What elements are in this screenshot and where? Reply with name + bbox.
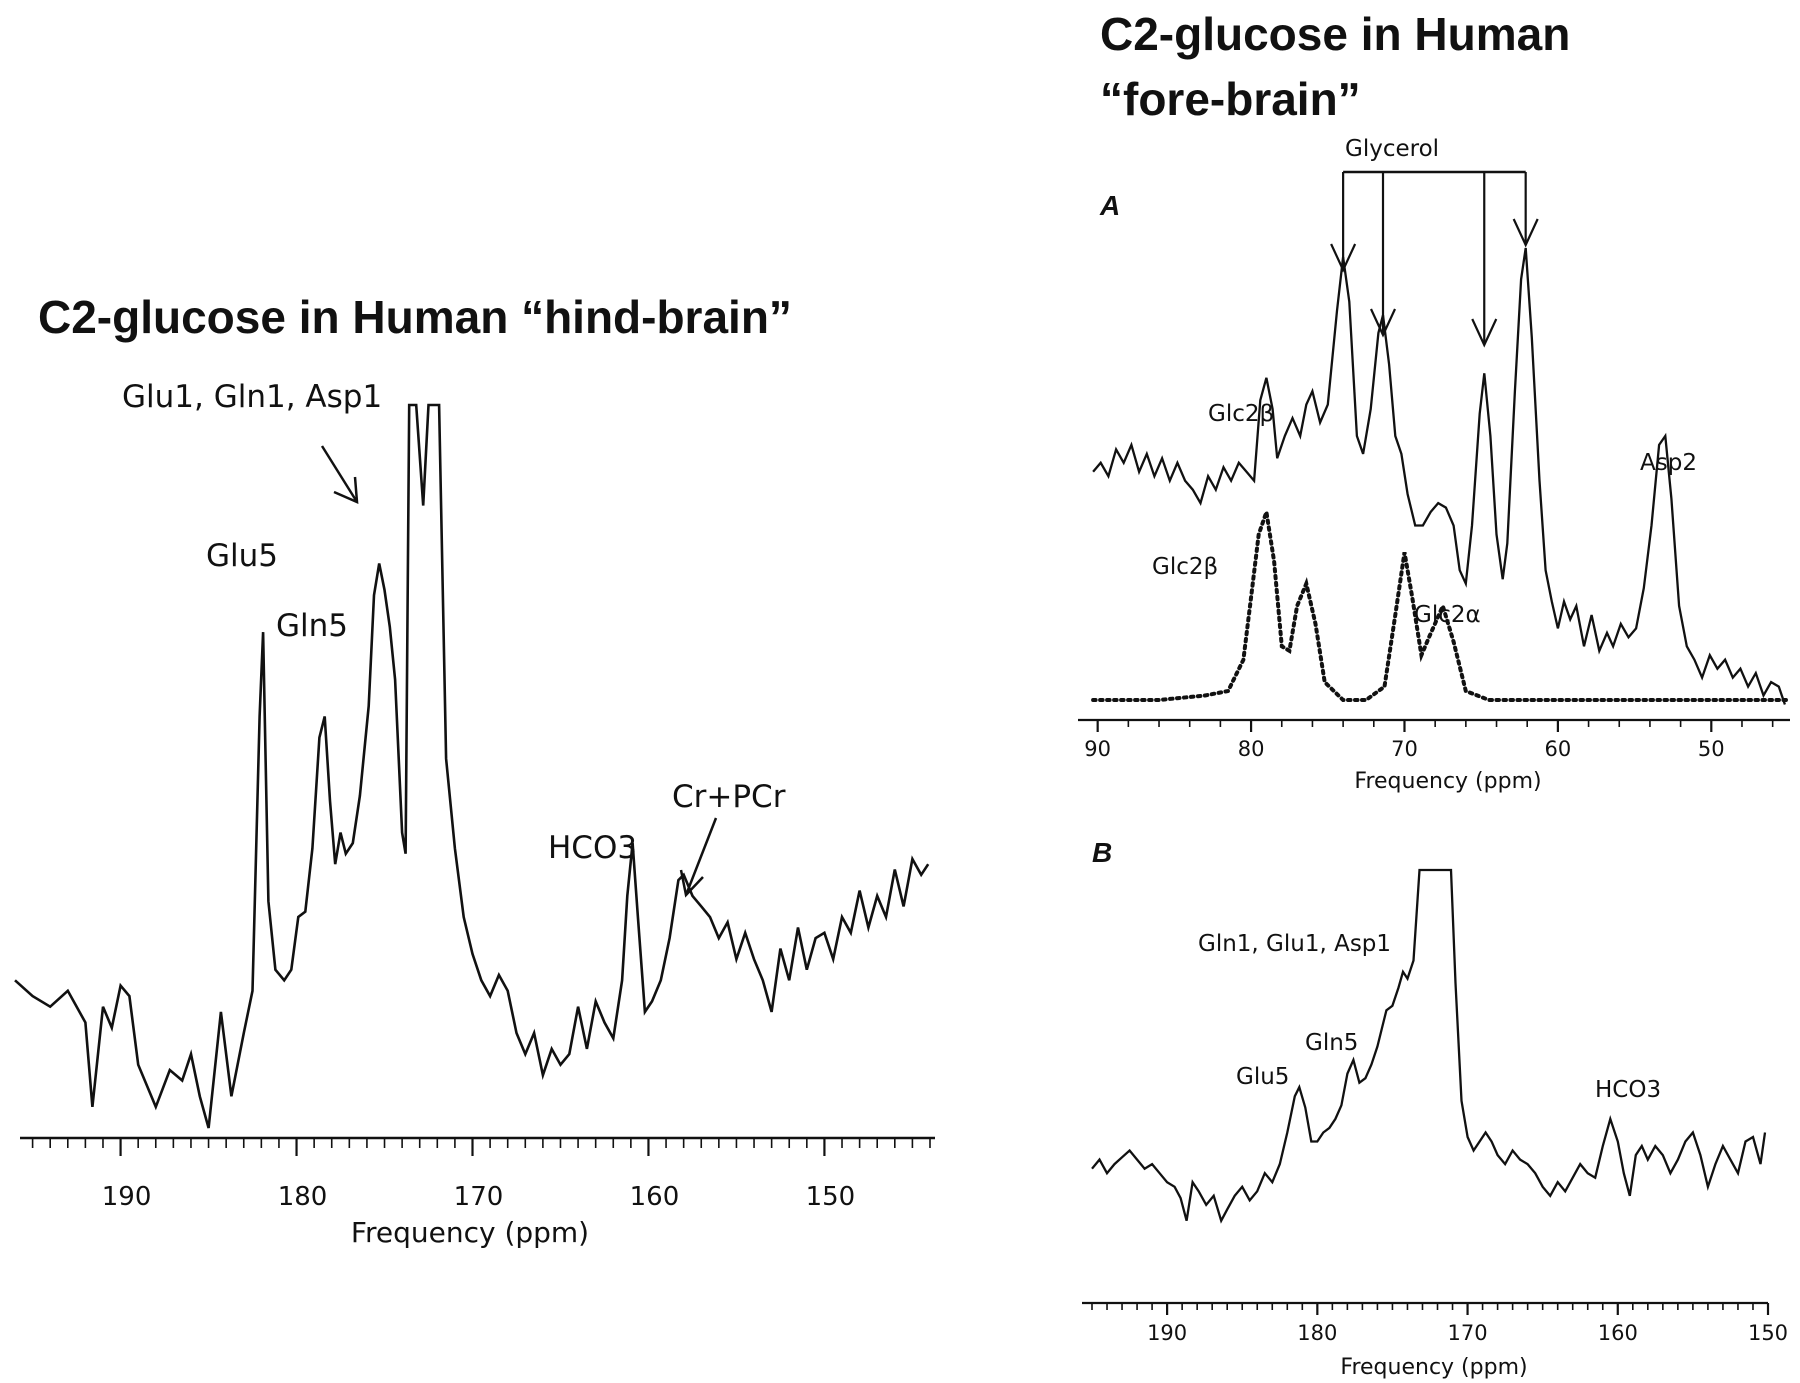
panel-label-a: A (1099, 190, 1120, 221)
fore-brain-title-line1-text: C2-glucose in Human (1100, 8, 1570, 60)
arrow-cr-pcr (679, 817, 718, 898)
glycerol-arrow-head (1512, 218, 1539, 248)
hind-brain-chart: C2-glucose in Human “hind-brain” 190 180 1… (14, 291, 935, 1249)
glycerol-arrow-head (1370, 308, 1397, 338)
fore-brain-b-x-tick-labels: 190 180 170 160 150 (1147, 1321, 1788, 1345)
peak-label-glu5: Glu5 (206, 538, 278, 574)
hind-brain-title: C2-glucose in Human “hind-brain” (38, 291, 792, 343)
hind-brain-x-label: Frequency (ppm) (351, 1216, 589, 1249)
fore-brain-reference-dotted-line (1091, 511, 1790, 702)
peak-label-glc2a-reference: Glc2α (1414, 602, 1481, 628)
x-tick-label: 150 (1748, 1321, 1788, 1345)
x-tick-label: 70 (1391, 737, 1418, 761)
x-tick-label: 80 (1238, 737, 1265, 761)
x-tick-label: 50 (1698, 737, 1725, 761)
x-tick-label: 150 (806, 1182, 856, 1212)
x-tick-label: 170 (454, 1182, 504, 1212)
fore-brain-b-x-ticks (1091, 1303, 1770, 1315)
fore-brain-a-x-tick-labels: 90 80 70 60 50 (1084, 737, 1724, 761)
x-tick-label: 160 (1598, 1321, 1638, 1345)
x-tick-label: 190 (1147, 1321, 1187, 1345)
fore-brain-chart-b: B 190 180 170 160 150 Frequency (ppm) Gln1, … (1082, 837, 1788, 1380)
fore-brain-b-spectrum-line (1091, 868, 1767, 1224)
hind-brain-spectrum-line (14, 403, 930, 1129)
peak-label-cr-pcr: Cr+PCr (672, 779, 786, 815)
peak-label-hco3: HCO3 (548, 830, 637, 866)
fore-brain-title-line2: “fore-brain” (1100, 73, 1361, 125)
peak-label-glc2b: Glc2β (1208, 401, 1274, 427)
fore-brain-b-x-label: Frequency (ppm) (1340, 1355, 1527, 1380)
x-tick-label: 180 (1297, 1321, 1337, 1345)
panel-label-b: B (1092, 837, 1112, 868)
hind-brain-x-tick-labels: 190 180 170 160 150 (102, 1182, 855, 1212)
fore-brain-title-line2-text: “fore-brain” (1100, 73, 1361, 125)
peak-label-glu1-gln1-asp1: Glu1, Gln1, Asp1 (122, 379, 382, 415)
peak-label-glu5-b: Glu5 (1236, 1064, 1289, 1090)
fore-brain-title-line1: C2-glucose in Human (1100, 8, 1570, 60)
arrow-glu1-gln1-asp1 (320, 445, 359, 504)
peak-label-gln5: Gln5 (276, 608, 348, 644)
x-tick-label: 180 (278, 1182, 328, 1212)
x-tick-label: 170 (1448, 1321, 1488, 1345)
fore-brain-a-x-ticks (1096, 720, 1774, 732)
hind-brain-x-ticks (31, 1138, 931, 1156)
x-tick-label: 190 (102, 1182, 152, 1212)
x-tick-label: 160 (630, 1182, 680, 1212)
glycerol-label: Glycerol (1345, 136, 1439, 162)
fore-brain-a-x-label: Frequency (ppm) (1354, 769, 1541, 794)
x-tick-label: 90 (1084, 737, 1111, 761)
x-tick-label: 60 (1545, 737, 1572, 761)
peak-label-gln1-glu1-asp1: Gln1, Glu1, Asp1 (1198, 931, 1391, 957)
glycerol-bracket (1330, 170, 1539, 348)
peak-label-hco3-b: HCO3 (1595, 1077, 1661, 1103)
glycerol-arrow-head (1471, 318, 1498, 348)
peak-label-gln5-b: Gln5 (1305, 1030, 1358, 1056)
fore-brain-spectrum-line (1092, 247, 1786, 705)
glycerol-arrow-head (1330, 243, 1357, 273)
fore-brain-chart-a: C2-glucose in Human “fore-brain” A Glyce… (1078, 8, 1790, 794)
peak-label-glc2b-reference: Glc2β (1152, 554, 1218, 580)
peak-label-asp2: Asp2 (1640, 450, 1697, 476)
